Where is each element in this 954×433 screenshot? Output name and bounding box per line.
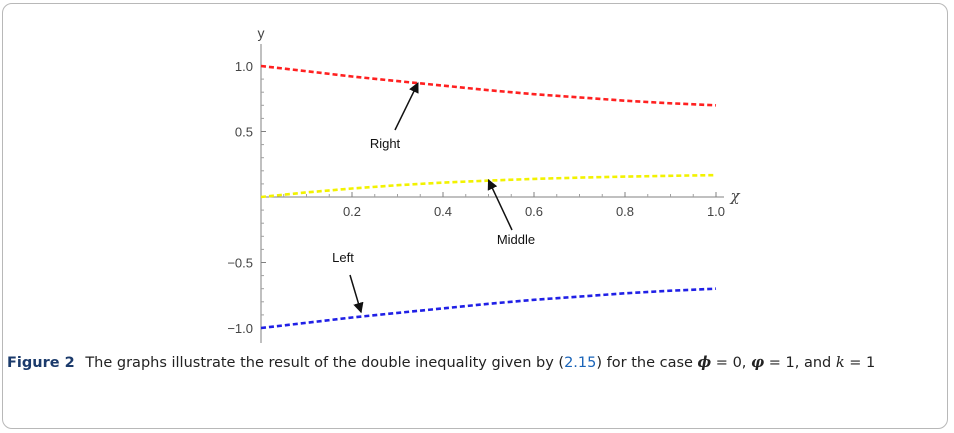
figure-frame bbox=[2, 3, 948, 429]
annotation-label-left: Left bbox=[332, 250, 354, 265]
phi-value: = 0, bbox=[711, 355, 752, 371]
annotation-arrow-middle bbox=[487, 179, 513, 231]
annotation-label-right: Right bbox=[370, 136, 401, 151]
series-line-right bbox=[260, 64, 717, 107]
chart: 0.2 0.4 0.6 0.8 1.0 1.0 0.5 −0.5 −1.0 y χ Right Mid… bbox=[227, 25, 740, 343]
x-tick-label-5: 1.0 bbox=[707, 204, 725, 219]
annotation-arrow-left bbox=[349, 274, 364, 314]
phi-symbol: ϕ bbox=[697, 354, 712, 371]
y-tick-label-3: −0.5 bbox=[227, 256, 253, 271]
x-tick-label-4: 0.8 bbox=[616, 204, 634, 219]
x-tick-label-1: 0.2 bbox=[343, 204, 361, 219]
axes: 0.2 0.4 0.6 0.8 1.0 1.0 0.5 −0.5 −1.0 y χ bbox=[227, 25, 740, 343]
x-tick-label-2: 0.4 bbox=[434, 204, 452, 219]
caption-text-before: The graphs illustrate the result of the … bbox=[85, 355, 565, 371]
y-tick-label-2: 0.5 bbox=[235, 125, 253, 140]
x-axis-label: χ bbox=[729, 187, 740, 205]
annotation-arrow-right bbox=[394, 82, 419, 131]
varphi-symbol: φ bbox=[751, 354, 765, 371]
caption-label: Figure 2 bbox=[7, 355, 75, 371]
k-value: = 1 bbox=[844, 355, 876, 371]
caption-text-after: ) for the case bbox=[596, 355, 698, 371]
varphi-value: = 1, and bbox=[764, 355, 836, 371]
y-tick-label-4: −1.0 bbox=[227, 321, 253, 336]
series-line-left bbox=[260, 287, 717, 330]
annotation-label-middle: Middle bbox=[497, 232, 535, 247]
figure-caption: Figure 2 The graphs illustrate the resul… bbox=[7, 352, 945, 374]
x-tick-label-3: 0.6 bbox=[525, 204, 543, 219]
y-axis-label: y bbox=[258, 25, 265, 41]
y-tick-label-1: 1.0 bbox=[235, 59, 253, 74]
series-line-middle bbox=[260, 173, 717, 199]
k-symbol: k bbox=[835, 355, 845, 371]
equation-ref-link[interactable]: 2.15 bbox=[564, 355, 597, 371]
annotations-group: Right Middle Left bbox=[332, 82, 535, 314]
